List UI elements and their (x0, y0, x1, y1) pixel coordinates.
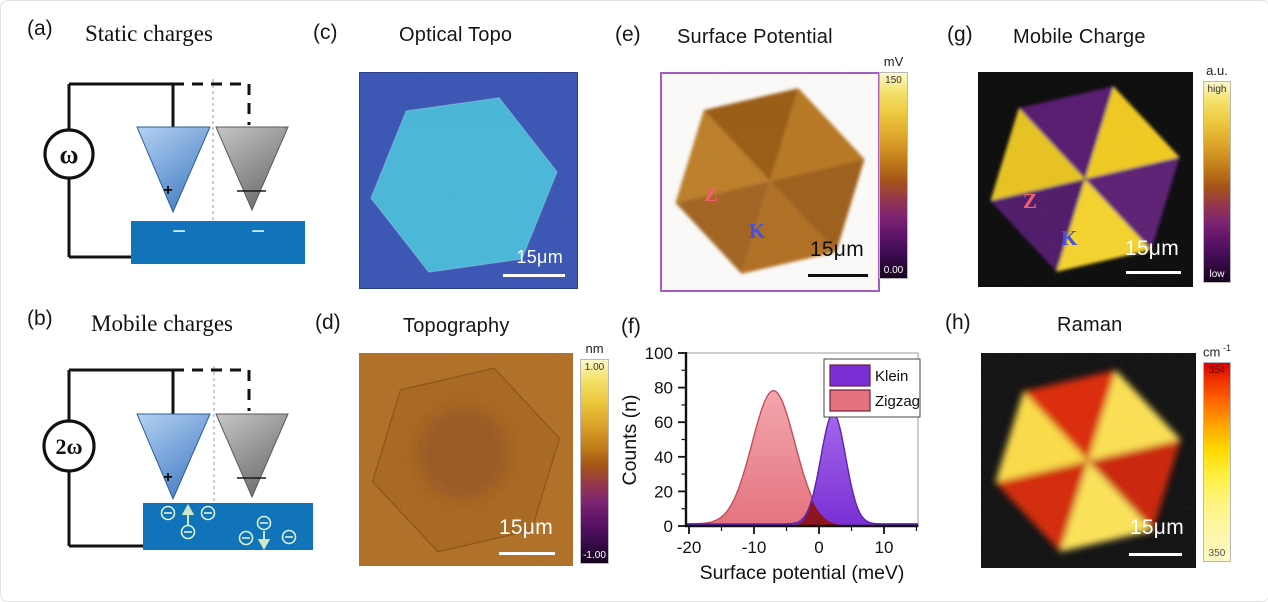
panel-label-g: (g) (947, 23, 973, 46)
panel-e-title: Surface Potential (677, 26, 833, 48)
surface-potential-colorbar: mV 150 0.00 (876, 54, 911, 279)
colorbar-unit: mV (883, 54, 904, 69)
flake-hexagon (360, 73, 577, 288)
svg-text:Counts (n): Counts (n) (619, 394, 641, 485)
colorbar-max: high (1207, 84, 1227, 95)
svg-text:100: 100 (645, 344, 673, 363)
colorbar-max: 1.00 (584, 362, 605, 373)
mobile-charge-colorbar: a.u. high low (1200, 63, 1234, 283)
circuit-wire-solid (67, 82, 175, 259)
svg-text:Klein: Klein (875, 368, 908, 385)
static-charges-diagram: − − + ω (43, 79, 305, 264)
scalebar-label: 15μm (1124, 237, 1179, 260)
svg-text:Surface potential (meV): Surface potential (meV) (700, 562, 905, 584)
pinwheel-hexagon (978, 72, 1193, 287)
scalebar (1126, 270, 1181, 274)
sample-negative-charge: − (251, 218, 265, 245)
colorbar-max: 150 (885, 75, 902, 86)
colorbar-gradient: 354 350 (1203, 362, 1231, 563)
scalebar-label: 15μm (1129, 516, 1184, 539)
scalebar-label: 15μm (809, 238, 864, 261)
raman-colorbar: cm -1 354 350 (1200, 343, 1234, 563)
colorbar-min: 0.00 (883, 265, 904, 276)
colorbar-min: 350 (1208, 548, 1226, 560)
scalebar (499, 551, 555, 555)
panel-d-title: Topography (403, 315, 510, 337)
topography-image: 15μm (359, 353, 573, 566)
omega-label: ω (59, 140, 78, 169)
surface-potential-image: Z K 15μm (660, 72, 880, 292)
svg-text:-10: -10 (742, 538, 767, 557)
panel-label-f: (f) (621, 315, 641, 338)
mobile-charge-image: Z K 15μm (978, 72, 1193, 287)
zigzag-zone-label: Z (704, 182, 719, 206)
pinwheel-hexagon (662, 74, 878, 290)
colorbar-min: low (1209, 269, 1225, 280)
circuit-wire-dashed (173, 368, 251, 411)
panel-g-title: Mobile Charge (1013, 26, 1146, 48)
scalebar-label: 15μm (498, 516, 553, 539)
svg-text:60: 60 (654, 413, 673, 432)
panel-h-title: Raman (1057, 314, 1123, 336)
two-omega-label: 2ω (55, 434, 82, 459)
flake-hexagon (359, 353, 573, 566)
colorbar-gradient: 1.00 -1.00 (580, 359, 609, 564)
panel-label-h: (h) (945, 311, 971, 334)
circuit-wire-solid (67, 368, 175, 548)
colorbar-unit: a.u. (1206, 63, 1228, 78)
panel-b-title: Mobile charges (91, 311, 234, 336)
svg-text:0: 0 (814, 538, 823, 557)
tip-plus-charge: + (163, 469, 172, 486)
svg-text:40: 40 (654, 448, 673, 467)
panel-label-d: (d) (315, 311, 341, 334)
panel-a-title: Static charges (85, 21, 213, 46)
svg-text:10: 10 (875, 538, 894, 557)
svg-text:Zigzag: Zigzag (875, 393, 920, 410)
klein-zone-label: K (1061, 226, 1078, 250)
svg-text:0: 0 (664, 517, 673, 536)
panel-label-c: (c) (313, 21, 338, 44)
afm-tip-reference (215, 413, 289, 499)
afm-tip-biased (136, 126, 211, 214)
mobile-electrons (160, 505, 297, 546)
colorbar-unit: nm (585, 341, 604, 356)
charge-motion-arrows (181, 503, 271, 551)
colorbar-min: -1.00 (583, 550, 606, 561)
ac-source-symbol (43, 128, 95, 180)
scalebar (1129, 552, 1182, 556)
panel-label-e: (e) (615, 23, 641, 46)
sample-bar (131, 221, 305, 264)
afm-tip-biased (136, 413, 211, 501)
colorbar-max: 354 (1208, 365, 1226, 377)
scalebar (503, 274, 565, 277)
pinwheel-hexagon (981, 353, 1196, 568)
ac-source-symbol (42, 419, 96, 473)
panel-label-b: (b) (27, 307, 53, 330)
colorbar-gradient: high low (1203, 81, 1231, 283)
circuit-wire-dashed (173, 82, 251, 125)
panel-label-a: (a) (27, 17, 53, 40)
scalebar-label: 15μm (516, 247, 563, 267)
colorbar-gradient: 150 0.00 (879, 72, 908, 279)
afm-tip-reference (215, 126, 289, 212)
svg-text:-20: -20 (677, 538, 702, 557)
sample-negative-charge: − (172, 218, 186, 245)
mobile-charges-diagram: + 2ω (42, 366, 313, 551)
panel-c-title: Optical Topo (399, 24, 513, 46)
zigzag-zone-label: Z (1023, 189, 1038, 213)
optical-image: 15μm (359, 72, 578, 289)
raman-image: 15μm (981, 353, 1196, 568)
scalebar (808, 273, 868, 277)
svg-text:80: 80 (654, 379, 673, 398)
tip-plus-charge: + (163, 182, 172, 199)
klein-zone-label: K (749, 219, 766, 243)
topography-colorbar: nm 1.00 -1.00 (577, 341, 612, 564)
colorbar-unit: cm -1 (1203, 343, 1231, 360)
svg-text:20: 20 (654, 482, 673, 501)
